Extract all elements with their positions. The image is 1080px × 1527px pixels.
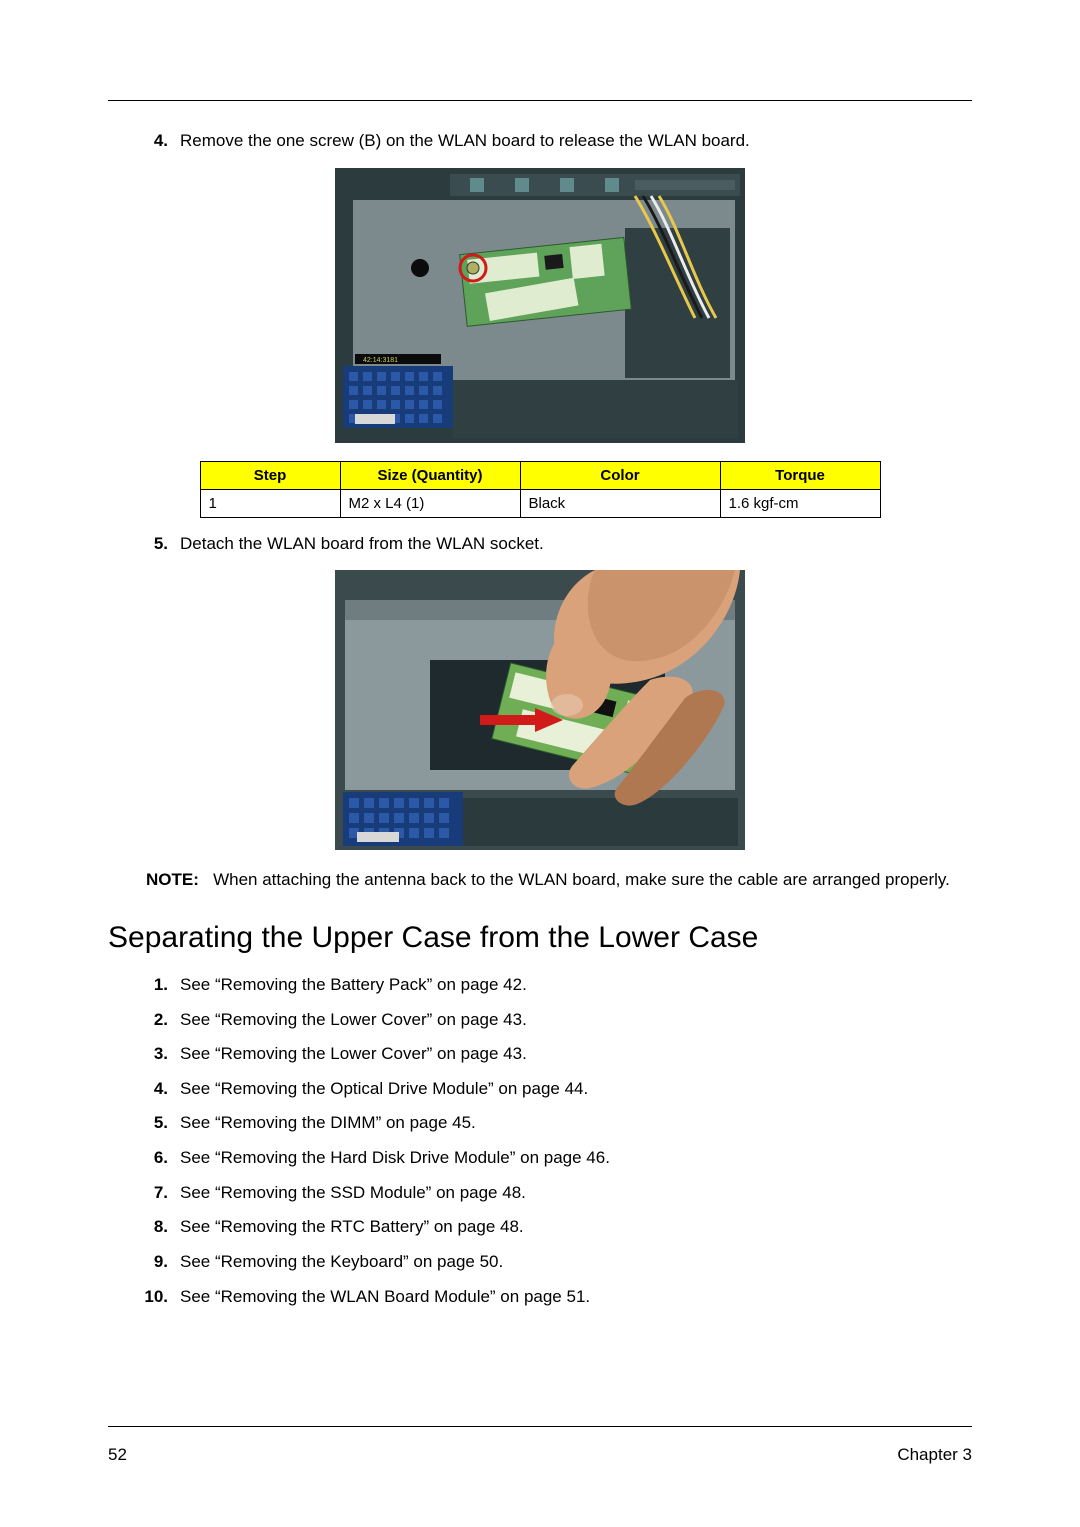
reference-number: 6. <box>138 1146 180 1171</box>
reference-text: See “Removing the Lower Cover” on page 4… <box>180 1042 527 1067</box>
reference-text: See “Removing the RTC Battery” on page 4… <box>180 1215 524 1240</box>
reference-item: 3.See “Removing the Lower Cover” on page… <box>138 1042 972 1067</box>
section-title: Separating the Upper Case from the Lower… <box>108 921 972 955</box>
table-header: Step <box>200 461 340 489</box>
reference-item: 6.See “Removing the Hard Disk Drive Modu… <box>138 1146 972 1171</box>
reference-number: 3. <box>138 1042 180 1067</box>
reference-item: 8.See “Removing the RTC Battery” on page… <box>138 1215 972 1240</box>
reference-number: 5. <box>138 1111 180 1136</box>
reference-text: See “Removing the Battery Pack” on page … <box>180 973 527 998</box>
screw-table: StepSize (Quantity)ColorTorque 1M2 x L4 (… <box>200 461 881 518</box>
page-number: 52 <box>108 1445 127 1465</box>
reference-item: 5.See “Removing the DIMM” on page 45. <box>138 1111 972 1136</box>
table-header: Size (Quantity) <box>340 461 520 489</box>
figure-wlan-screw: 42:14:3181 <box>108 168 972 443</box>
note-text: When attaching the antenna back to the W… <box>213 870 950 889</box>
reference-number: 7. <box>138 1181 180 1206</box>
step-5-text: Detach the WLAN board from the WLAN sock… <box>180 532 544 557</box>
step-4-number: 4. <box>138 129 180 154</box>
step-4-text: Remove the one screw (B) on the WLAN boa… <box>180 129 750 154</box>
reference-item: 4.See “Removing the Optical Drive Module… <box>138 1077 972 1102</box>
table-header: Color <box>520 461 720 489</box>
reference-number: 4. <box>138 1077 180 1102</box>
reference-number: 10. <box>138 1285 180 1310</box>
reference-item: 1.See “Removing the Battery Pack” on pag… <box>138 973 972 998</box>
step-5: 5. Detach the WLAN board from the WLAN s… <box>138 532 972 557</box>
step-5-number: 5. <box>138 532 180 557</box>
table-cell: M2 x L4 (1) <box>340 489 520 517</box>
reference-item: 2.See “Removing the Lower Cover” on page… <box>138 1008 972 1033</box>
reference-text: See “Removing the Lower Cover” on page 4… <box>180 1008 527 1033</box>
reference-item: 7.See “Removing the SSD Module” on page … <box>138 1181 972 1206</box>
note-label: NOTE: <box>146 870 199 889</box>
reference-number: 8. <box>138 1215 180 1240</box>
table-header: Torque <box>720 461 880 489</box>
reference-text: See “Removing the DIMM” on page 45. <box>180 1111 476 1136</box>
reference-text: See “Removing the Hard Disk Drive Module… <box>180 1146 610 1171</box>
table-cell: 1.6 kgf-cm <box>720 489 880 517</box>
reference-number: 9. <box>138 1250 180 1275</box>
reference-number: 2. <box>138 1008 180 1033</box>
figure-wlan-detach <box>108 570 972 850</box>
reference-list: 1.See “Removing the Battery Pack” on pag… <box>138 973 972 1309</box>
reference-item: 9.See “Removing the Keyboard” on page 50… <box>138 1250 972 1275</box>
footer: 52 Chapter 3 <box>108 1445 972 1465</box>
reference-item: 10.See “Removing the WLAN Board Module” … <box>138 1285 972 1310</box>
note: NOTE: When attaching the antenna back to… <box>146 868 972 893</box>
step-4: 4. Remove the one screw (B) on the WLAN … <box>138 129 972 154</box>
reference-text: See “Removing the Keyboard” on page 50. <box>180 1250 503 1275</box>
reference-text: See “Removing the Optical Drive Module” … <box>180 1077 588 1102</box>
page-container: 4. Remove the one screw (B) on the WLAN … <box>0 0 1080 1527</box>
chapter-label: Chapter 3 <box>897 1445 972 1465</box>
bottom-rule <box>108 1426 972 1427</box>
reference-text: See “Removing the SSD Module” on page 48… <box>180 1181 526 1206</box>
top-rule <box>108 100 972 101</box>
table-cell: Black <box>520 489 720 517</box>
svg-text:42:14:3181: 42:14:3181 <box>363 357 398 364</box>
table-cell: 1 <box>200 489 340 517</box>
reference-text: See “Removing the WLAN Board Module” on … <box>180 1285 590 1310</box>
reference-number: 1. <box>138 973 180 998</box>
